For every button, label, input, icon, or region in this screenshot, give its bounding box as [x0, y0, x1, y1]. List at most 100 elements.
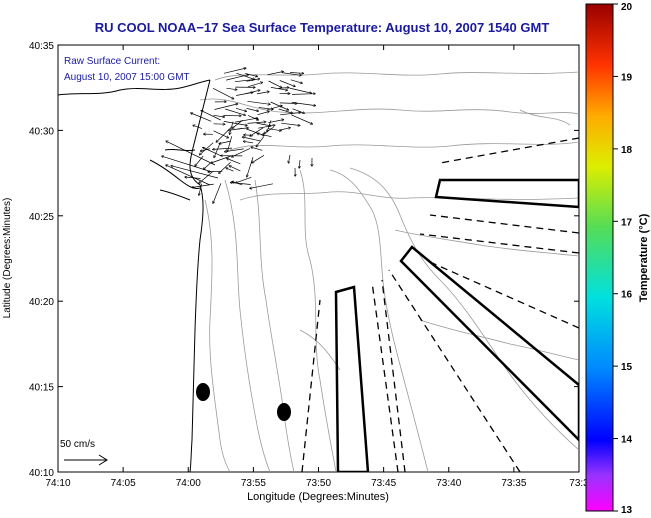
current-arrow	[257, 112, 269, 116]
current-arrow	[267, 120, 272, 131]
current-arrow	[213, 183, 222, 203]
current-arrow	[246, 79, 260, 82]
current-arrow	[233, 119, 243, 128]
colorbar-tick-label: 20	[621, 2, 633, 13]
current-arrow	[212, 87, 233, 99]
x-tick-label: 73:45	[371, 478, 396, 489]
colorbar-tick-label: 19	[621, 72, 633, 83]
x-tick-label: 74:10	[45, 478, 70, 489]
scale-label: 50 cm/s	[60, 439, 95, 450]
coastline	[58, 79, 211, 472]
inset-current-date: August 10, 2007 15:00 GMT	[64, 72, 190, 83]
current-arrow	[226, 75, 248, 81]
current-arrow	[199, 183, 202, 195]
y-axis-label: Latitude (Degrees:Minutes)	[2, 198, 13, 319]
current-arrow	[235, 107, 246, 111]
y-tick-label: 40:20	[29, 297, 54, 308]
current-arrow	[200, 142, 214, 155]
current-arrow	[270, 87, 287, 90]
current-arrow	[247, 122, 266, 124]
map-title: RU COOL NOAA−17 Sea Surface Temperature:…	[95, 20, 550, 35]
sampling-boxes	[334, 178, 579, 472]
current-arrow	[232, 148, 251, 156]
current-arrow	[281, 72, 301, 76]
current-arrow	[227, 159, 241, 165]
current-arrow	[250, 183, 273, 189]
current-arrow	[243, 137, 261, 142]
x-axis: 74:10 74:05 74:00 73:55 73:50 73:45 73:40 73:35…	[45, 45, 589, 489]
current-arrow	[201, 148, 211, 151]
current-arrow	[228, 128, 242, 131]
mooring-marker	[277, 403, 291, 421]
colorbar	[585, 3, 614, 512]
current-arrow	[292, 108, 305, 113]
current-arrow	[223, 68, 246, 74]
inset-current-label: Raw Surface Current:	[64, 56, 160, 67]
current-arrow	[278, 88, 289, 89]
y-tick-label: 40:10	[29, 468, 54, 479]
bathymetry-contours	[199, 71, 579, 472]
current-arrow	[226, 87, 236, 90]
current-arrow	[270, 101, 289, 110]
current-arrow	[280, 128, 290, 131]
current-arrow	[192, 183, 214, 187]
current-arrow	[268, 80, 282, 88]
current-arrow	[235, 118, 258, 123]
colorbar-tick-label: 18	[621, 145, 633, 156]
current-arrow	[246, 108, 259, 111]
current-arrow	[225, 148, 244, 152]
current-arrow	[191, 113, 212, 122]
current-arrow	[244, 141, 253, 144]
x-tick-label: 73:3	[569, 478, 589, 489]
current-arrow	[258, 125, 275, 129]
current-arrow	[256, 136, 265, 146]
current-arrow	[214, 142, 221, 157]
x-tick-label: 73:50	[306, 478, 331, 489]
y-tick-label: 40:15	[29, 383, 54, 394]
colorbar-tick-label: 17	[621, 217, 633, 228]
x-tick-label: 74:00	[176, 478, 201, 489]
plot-frame	[57, 44, 580, 473]
x-tick-label: 73:35	[501, 478, 526, 489]
current-arrow	[280, 113, 300, 116]
current-arrow	[214, 104, 238, 110]
current-arrow	[195, 155, 204, 166]
y-tick-label: 40:25	[29, 212, 54, 223]
current-arrow	[256, 122, 271, 126]
current-arrow	[252, 155, 265, 162]
current-arrow	[245, 90, 260, 95]
current-arrow	[247, 82, 262, 88]
dashed-transects	[301, 137, 579, 472]
current-arrow	[185, 177, 201, 179]
current-arrow	[223, 121, 247, 125]
colorbar-ticks: 20 19 18 17 16 15 14 13	[613, 2, 633, 516]
current-arrow	[171, 166, 219, 179]
colorbar-label: Temperature (°C)	[638, 213, 650, 302]
current-arrow	[201, 111, 221, 121]
current-arrow	[247, 156, 254, 177]
current-arrow	[291, 102, 316, 105]
current-arrow	[299, 159, 300, 168]
colorbar-tick-label: 16	[621, 290, 633, 301]
current-arrow	[230, 121, 234, 135]
current-arrow	[213, 130, 229, 138]
current-arrow	[211, 155, 231, 163]
current-arrow	[278, 108, 293, 113]
current-arrow	[268, 120, 283, 124]
current-arrow	[236, 176, 252, 183]
current-arrow	[213, 114, 224, 117]
current-arrow	[234, 80, 253, 83]
colorbar-tick-label: 15	[621, 362, 633, 373]
colorbar-tick-label: 14	[621, 435, 633, 446]
x-tick-label: 73:55	[241, 478, 266, 489]
current-arrow	[193, 125, 203, 129]
current-vectors	[162, 68, 316, 203]
current-arrow	[291, 94, 315, 95]
current-arrow	[264, 127, 274, 133]
current-arrow	[281, 122, 299, 125]
y-axis: 40:35 40:30 40:25 40:20 40:15 40:10	[29, 41, 579, 479]
current-arrow	[289, 154, 291, 163]
current-arrow	[166, 141, 216, 166]
current-arrow	[229, 166, 241, 172]
